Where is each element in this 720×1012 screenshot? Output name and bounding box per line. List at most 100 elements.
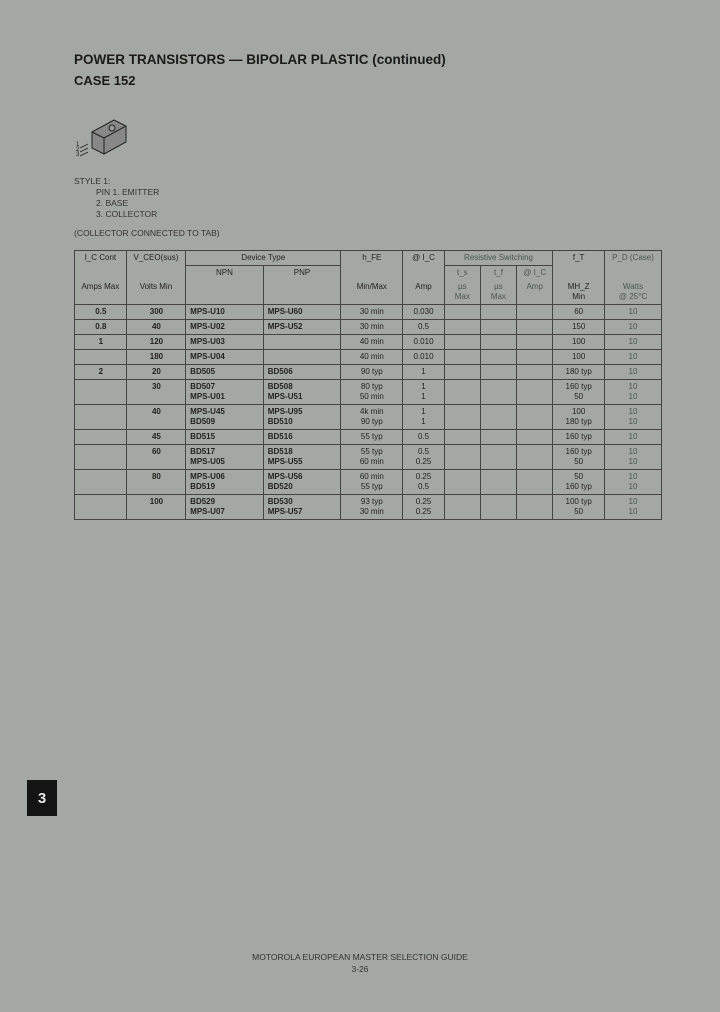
cell-ts [444, 305, 480, 320]
cell-v: 40 [126, 320, 185, 335]
collector-note: (COLLECTOR CONNECTED TO TAB) [74, 228, 662, 238]
cell-aic: 1 1 [403, 405, 444, 430]
table-row: 45BD515BD51655 typ0.5160 typ10 [75, 430, 662, 445]
table-row: 220BD505BD50690 typ1180 typ10 [75, 365, 662, 380]
cell-ts [444, 380, 480, 405]
header-sub2: Amps Max Volts Min Min/Max Amp µsMax µsM… [75, 280, 662, 305]
hdr-minmax: Min/Max [341, 280, 403, 305]
hdr-watts: Watts@ 25°C [605, 280, 662, 305]
cell-ft: 160 typ [553, 430, 605, 445]
page-title-main: POWER TRANSISTORS — BIPOLAR PLASTIC (con… [74, 52, 662, 67]
hdr-mhz: MH_ZMin [553, 280, 605, 305]
table-row: 30BD507 MPS-U01BD508 MPS-U5180 typ 50 mi… [75, 380, 662, 405]
cell-hfe: 40 min [341, 335, 403, 350]
cell-npn: MPS-U06 BD519 [186, 470, 264, 495]
cell-ts [444, 405, 480, 430]
table-row: 100BD529 MPS-U07BD530 MPS-U5793 typ 30 m… [75, 495, 662, 520]
cell-tf [480, 335, 516, 350]
cell-hfe: 93 typ 30 min [341, 495, 403, 520]
cell-ic [75, 380, 127, 405]
cell-tf [480, 305, 516, 320]
table-row: 1120MPS-U0340 min0.01010010 [75, 335, 662, 350]
cell-pd: 10 10 [605, 470, 662, 495]
cell-ft: 160 typ 50 [553, 380, 605, 405]
cell-ic [75, 495, 127, 520]
cell-ic [75, 350, 127, 365]
cell-aic: 0.25 0.25 [403, 495, 444, 520]
cell-hfe: 30 min [341, 320, 403, 335]
cell-v: 45 [126, 430, 185, 445]
cell-ft: 150 [553, 320, 605, 335]
cell-pnp: BD516 [263, 430, 341, 445]
cell-ft: 100 [553, 350, 605, 365]
cell-v: 180 [126, 350, 185, 365]
cell-ft: 60 [553, 305, 605, 320]
cell-ic2 [517, 405, 553, 430]
cell-pnp: BD518 MPS-U55 [263, 445, 341, 470]
cell-aic: 0.010 [403, 335, 444, 350]
cell-ic: 1 [75, 335, 127, 350]
table-row: 0.5300MPS-U10MPS-U6030 min0.0306010 [75, 305, 662, 320]
table-row: 80MPS-U06 BD519MPS-U56 BD52060 min 55 ty… [75, 470, 662, 495]
cell-npn: MPS-U03 [186, 335, 264, 350]
cell-pd: 10 [605, 320, 662, 335]
hdr-ts: t_s [444, 266, 480, 281]
cell-npn: BD515 [186, 430, 264, 445]
page-title-case: CASE 152 [74, 73, 662, 88]
hdr-resistive: Resistive Switching [444, 251, 553, 266]
table-row: 60BD517 MPS-U05BD518 MPS-U5555 typ 60 mi… [75, 445, 662, 470]
table-row: 40MPS-U45 BD509MPS-U95 BD5104k min 90 ty… [75, 405, 662, 430]
hdr-tf: t_f [480, 266, 516, 281]
cell-tf [480, 470, 516, 495]
cell-pd: 10 [605, 350, 662, 365]
transistor-table: I_C Cont V_CEO(sus) Device Type h_FE @ I… [74, 250, 662, 520]
hdr-ic2: @ I_C [517, 266, 553, 281]
cell-pd: 10 10 [605, 405, 662, 430]
cell-pd: 10 10 [605, 495, 662, 520]
cell-pnp: BD506 [263, 365, 341, 380]
cell-pd: 10 [605, 365, 662, 380]
cell-npn: MPS-U04 [186, 350, 264, 365]
cell-hfe: 60 min 55 typ [341, 470, 403, 495]
cell-npn: MPS-U02 [186, 320, 264, 335]
cell-v: 30 [126, 380, 185, 405]
cell-ic: 0.5 [75, 305, 127, 320]
cell-v: 100 [126, 495, 185, 520]
cell-ts [444, 320, 480, 335]
cell-hfe: 55 typ 60 min [341, 445, 403, 470]
cell-tf [480, 320, 516, 335]
cell-npn: MPS-U45 BD509 [186, 405, 264, 430]
cell-tf [480, 445, 516, 470]
cell-ic2 [517, 430, 553, 445]
style-heading: STYLE 1: [74, 176, 662, 187]
cell-tf [480, 350, 516, 365]
cell-pd: 10 10 [605, 445, 662, 470]
pin-3: 3. COLLECTOR [74, 209, 662, 220]
cell-ic2 [517, 305, 553, 320]
hdr-aic: @ I_C [403, 251, 444, 281]
cell-pnp: MPS-U52 [263, 320, 341, 335]
cell-ic [75, 405, 127, 430]
cell-aic: 0.030 [403, 305, 444, 320]
cell-aic: 0.25 0.5 [403, 470, 444, 495]
cell-ic2 [517, 365, 553, 380]
cell-ft: 100 typ 50 [553, 495, 605, 520]
svg-text:3: 3 [76, 152, 80, 158]
cell-hfe: 55 typ [341, 430, 403, 445]
cell-npn: BD529 MPS-U07 [186, 495, 264, 520]
cell-hfe: 40 min [341, 350, 403, 365]
cell-pd: 10 [605, 305, 662, 320]
hdr-amp2: Amp [517, 280, 553, 305]
cell-npn: BD517 MPS-U05 [186, 445, 264, 470]
cell-ts [444, 495, 480, 520]
cell-ic: 0.8 [75, 320, 127, 335]
cell-npn: MPS-U10 [186, 305, 264, 320]
cell-ts [444, 350, 480, 365]
cell-tf [480, 365, 516, 380]
footer-line: MOTOROLA EUROPEAN MASTER SELECTION GUIDE [0, 951, 720, 964]
hdr-amp: Amp [403, 280, 444, 305]
cell-v: 20 [126, 365, 185, 380]
chapter-tab: 3 [27, 780, 57, 816]
cell-ic2 [517, 335, 553, 350]
cell-npn: BD507 MPS-U01 [186, 380, 264, 405]
